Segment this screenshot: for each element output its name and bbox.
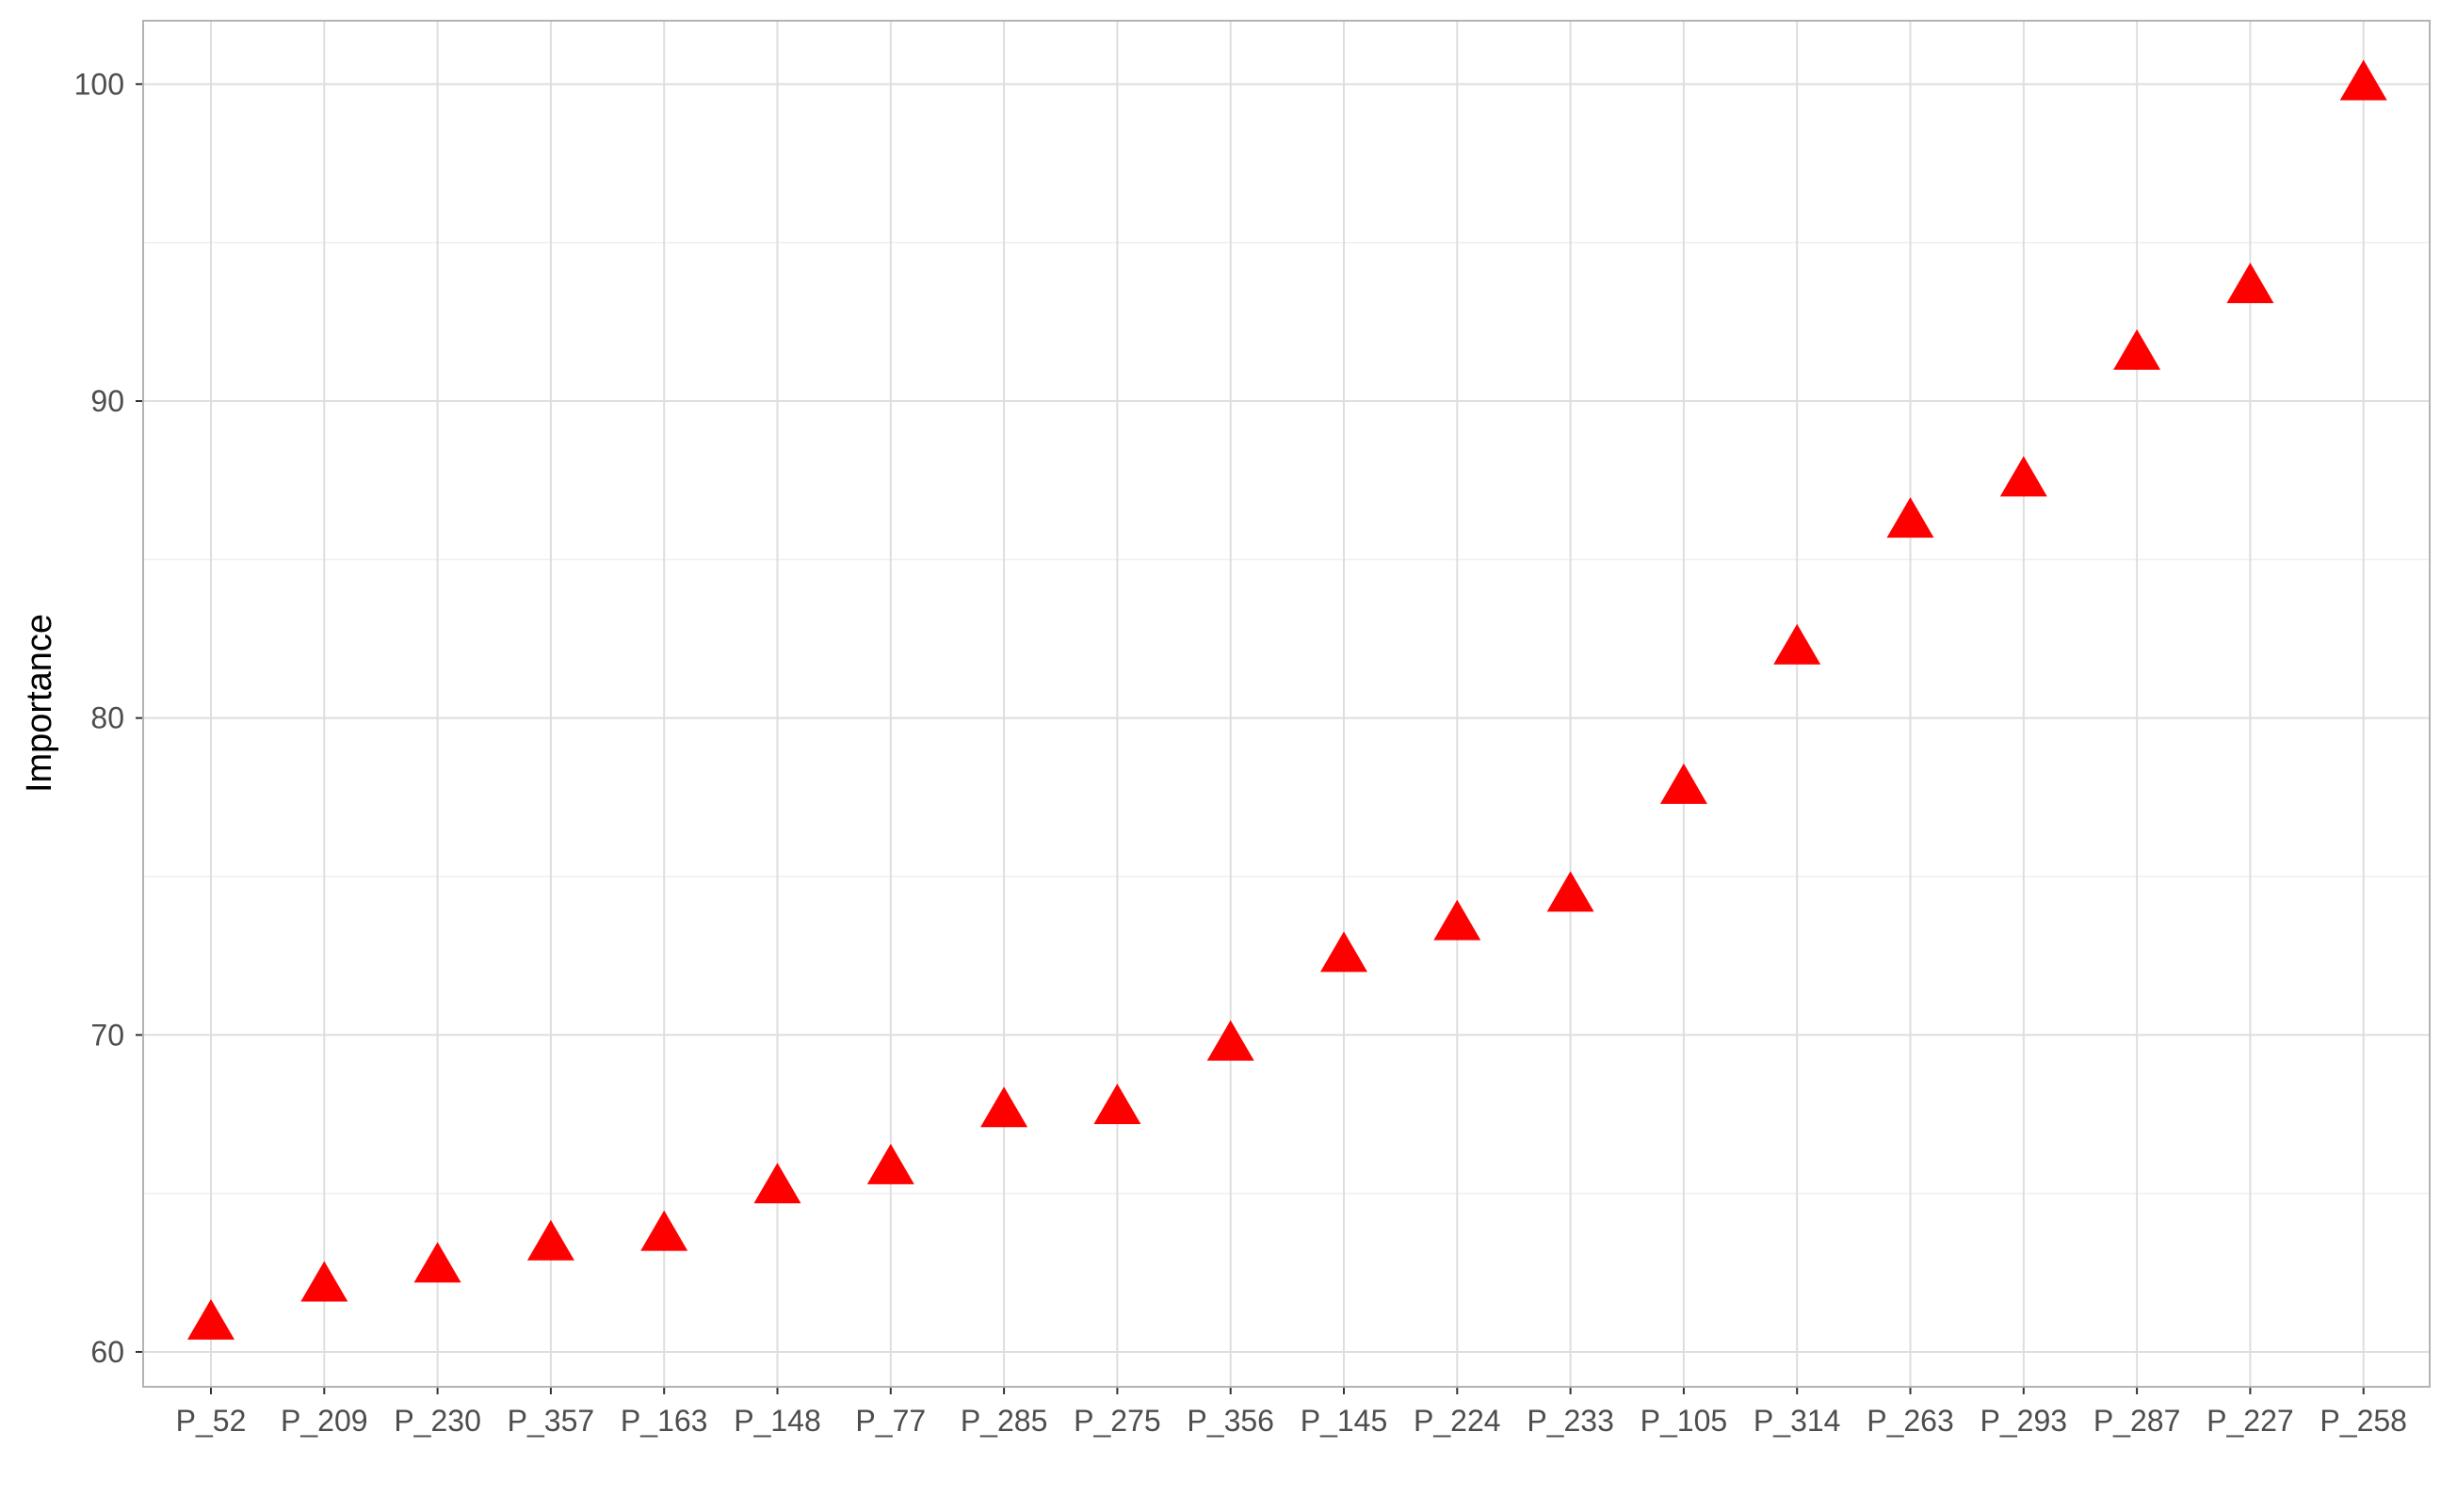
data-point-P_293 xyxy=(1999,456,2047,497)
x-tick-label: P_314 xyxy=(1754,1404,1841,1438)
x-tick-label: P_356 xyxy=(1187,1404,1274,1438)
data-point-P_357 xyxy=(526,1219,574,1261)
y-tick-labels: 60 70 80 90 100 xyxy=(74,67,143,1369)
x-tick-label: P_148 xyxy=(734,1404,821,1438)
data-point-P_52 xyxy=(187,1298,234,1340)
data-point-P_145 xyxy=(1320,931,1367,973)
x-tick-labels: P_52 P_209 P_230 P_357 P_163 P_148 P_77 P_285 P_… xyxy=(176,1387,2407,1438)
data-point-P_258 xyxy=(2339,59,2387,101)
x-tick-label: P_293 xyxy=(1980,1404,2068,1438)
data-point-P_314 xyxy=(1773,623,1821,665)
x-tick-label: P_275 xyxy=(1074,1404,1161,1438)
y-tick-label: 100 xyxy=(74,67,124,101)
x-tick-label: P_224 xyxy=(1414,1404,1501,1438)
data-point-P_105 xyxy=(1659,763,1707,804)
data-point-P_227 xyxy=(2226,262,2274,303)
data-point-P_275 xyxy=(1093,1083,1141,1124)
data-point-P_224 xyxy=(1433,899,1481,941)
x-tick-label: P_77 xyxy=(855,1404,926,1438)
data-point-P_148 xyxy=(753,1163,801,1204)
data-point-P_77 xyxy=(866,1143,914,1184)
x-tick-label: P_230 xyxy=(394,1404,481,1438)
data-point-P_209 xyxy=(300,1261,348,1302)
x-tick-label: P_105 xyxy=(1641,1404,1728,1438)
y-tick-label: 60 xyxy=(90,1335,124,1369)
x-tick-label: P_357 xyxy=(508,1404,595,1438)
panel-border xyxy=(142,20,2431,1388)
x-tick-label: P_287 xyxy=(2093,1404,2181,1438)
x-tick-label: P_52 xyxy=(176,1404,247,1438)
x-tick-label: P_263 xyxy=(1867,1404,1954,1438)
y-tick-label: 90 xyxy=(90,384,124,418)
x-tick-label: P_233 xyxy=(1527,1404,1614,1438)
x-tick-label: P_209 xyxy=(281,1404,368,1438)
data-point-P_233 xyxy=(1546,871,1594,912)
data-point-P_230 xyxy=(413,1242,461,1283)
y-tick-label: 80 xyxy=(90,701,124,735)
data-point-P_356 xyxy=(1206,1020,1254,1061)
x-tick-label: P_285 xyxy=(961,1404,1048,1438)
y-axis-title: Importance xyxy=(20,614,59,793)
x-tick-label: P_163 xyxy=(621,1404,708,1438)
grid-layer xyxy=(143,21,2430,1387)
data-point-P_285 xyxy=(980,1086,1028,1128)
x-tick-label: P_227 xyxy=(2207,1404,2294,1438)
data-point-P_263 xyxy=(1886,497,1934,539)
x-tick-label: P_258 xyxy=(2320,1404,2407,1438)
x-tick-label: P_145 xyxy=(1301,1404,1388,1438)
points-layer xyxy=(187,59,2387,1340)
y-tick-label: 70 xyxy=(90,1018,124,1052)
data-point-P_287 xyxy=(2113,329,2161,370)
data-point-P_163 xyxy=(640,1210,688,1251)
